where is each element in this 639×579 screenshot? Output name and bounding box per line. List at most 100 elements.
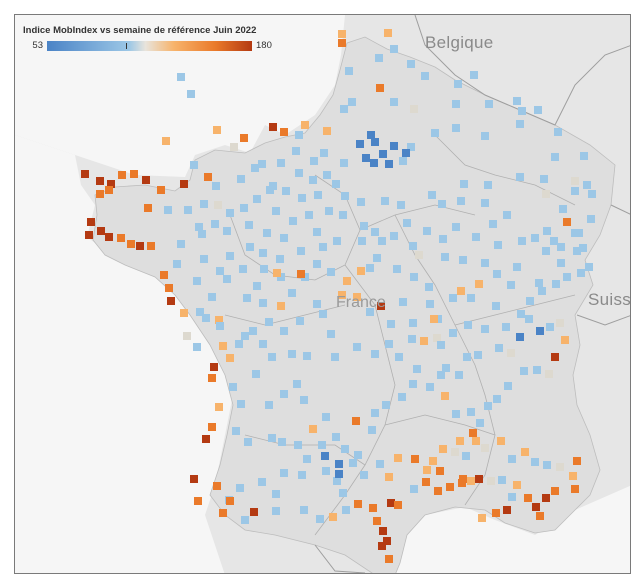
station-marker[interactable] — [259, 340, 267, 348]
station-marker[interactable] — [226, 497, 234, 505]
station-marker[interactable] — [577, 269, 585, 277]
station-marker[interactable] — [297, 247, 305, 255]
station-marker[interactable] — [425, 283, 433, 291]
station-marker[interactable] — [455, 371, 463, 379]
station-marker[interactable] — [313, 228, 321, 236]
station-marker[interactable] — [366, 308, 374, 316]
station-marker[interactable] — [429, 457, 437, 465]
station-marker[interactable] — [378, 237, 386, 245]
station-marker[interactable] — [518, 237, 526, 245]
station-marker[interactable] — [260, 265, 268, 273]
station-marker[interactable] — [504, 382, 512, 390]
station-marker[interactable] — [87, 218, 95, 226]
station-marker[interactable] — [467, 477, 475, 485]
station-marker[interactable] — [96, 177, 104, 185]
station-marker[interactable] — [289, 217, 297, 225]
station-marker[interactable] — [167, 297, 175, 305]
station-marker[interactable] — [249, 327, 257, 335]
station-marker[interactable] — [437, 371, 445, 379]
station-marker[interactable] — [531, 458, 539, 466]
station-marker[interactable] — [452, 124, 460, 132]
station-marker[interactable] — [545, 370, 553, 378]
station-marker[interactable] — [319, 310, 327, 318]
station-marker[interactable] — [213, 482, 221, 490]
station-marker[interactable] — [569, 472, 577, 480]
station-marker[interactable] — [130, 170, 138, 178]
station-marker[interactable] — [292, 147, 300, 155]
station-marker[interactable] — [280, 390, 288, 398]
station-marker[interactable] — [263, 229, 271, 237]
station-marker[interactable] — [457, 287, 465, 295]
station-marker[interactable] — [451, 448, 459, 456]
station-marker[interactable] — [497, 437, 505, 445]
station-marker[interactable] — [474, 351, 482, 359]
station-marker[interactable] — [409, 242, 417, 250]
station-marker[interactable] — [322, 413, 330, 421]
station-marker[interactable] — [313, 300, 321, 308]
station-marker[interactable] — [253, 195, 261, 203]
station-marker[interactable] — [208, 374, 216, 382]
station-marker[interactable] — [410, 105, 418, 113]
station-marker[interactable] — [235, 340, 243, 348]
station-marker[interactable] — [341, 445, 349, 453]
station-marker[interactable] — [376, 84, 384, 92]
station-marker[interactable] — [481, 132, 489, 140]
station-marker[interactable] — [342, 506, 350, 514]
station-marker[interactable] — [250, 508, 258, 516]
station-marker[interactable] — [215, 316, 223, 324]
station-marker[interactable] — [518, 107, 526, 115]
station-marker[interactable] — [118, 171, 126, 179]
station-marker[interactable] — [338, 30, 346, 38]
station-marker[interactable] — [200, 200, 208, 208]
station-marker[interactable] — [144, 204, 152, 212]
station-marker[interactable] — [571, 485, 579, 493]
station-marker[interactable] — [385, 555, 393, 563]
station-marker[interactable] — [198, 230, 206, 238]
station-marker[interactable] — [204, 173, 212, 181]
station-marker[interactable] — [276, 255, 284, 263]
station-marker[interactable] — [507, 349, 515, 357]
station-marker[interactable] — [353, 293, 361, 301]
station-marker[interactable] — [398, 393, 406, 401]
station-marker[interactable] — [295, 131, 303, 139]
station-marker[interactable] — [183, 332, 191, 340]
station-marker[interactable] — [381, 197, 389, 205]
station-marker[interactable] — [524, 494, 532, 502]
station-marker[interactable] — [456, 437, 464, 445]
station-marker[interactable] — [265, 401, 273, 409]
station-marker[interactable] — [353, 343, 361, 351]
station-marker[interactable] — [322, 467, 330, 475]
station-marker[interactable] — [476, 419, 484, 427]
station-marker[interactable] — [588, 190, 596, 198]
station-marker[interactable] — [332, 433, 340, 441]
station-marker[interactable] — [536, 327, 544, 335]
station-marker[interactable] — [472, 233, 480, 241]
station-marker[interactable] — [503, 506, 511, 514]
station-marker[interactable] — [556, 319, 564, 327]
station-marker[interactable] — [431, 129, 439, 137]
station-marker[interactable] — [273, 269, 281, 277]
station-marker[interactable] — [96, 190, 104, 198]
station-marker[interactable] — [446, 483, 454, 491]
station-marker[interactable] — [208, 423, 216, 431]
station-marker[interactable] — [452, 223, 460, 231]
station-marker[interactable] — [187, 90, 195, 98]
station-marker[interactable] — [409, 380, 417, 388]
station-marker[interactable] — [358, 237, 366, 245]
station-marker[interactable] — [173, 260, 181, 268]
station-marker[interactable] — [543, 461, 551, 469]
station-marker[interactable] — [533, 366, 541, 374]
station-marker[interactable] — [481, 444, 489, 452]
station-marker[interactable] — [439, 235, 447, 243]
station-marker[interactable] — [370, 159, 378, 167]
station-marker[interactable] — [376, 460, 384, 468]
station-marker[interactable] — [436, 467, 444, 475]
station-marker[interactable] — [409, 319, 417, 327]
station-marker[interactable] — [237, 400, 245, 408]
station-marker[interactable] — [196, 308, 204, 316]
station-marker[interactable] — [464, 321, 472, 329]
station-marker[interactable] — [371, 228, 379, 236]
station-marker[interactable] — [475, 280, 483, 288]
station-marker[interactable] — [367, 131, 375, 139]
station-marker[interactable] — [542, 247, 550, 255]
